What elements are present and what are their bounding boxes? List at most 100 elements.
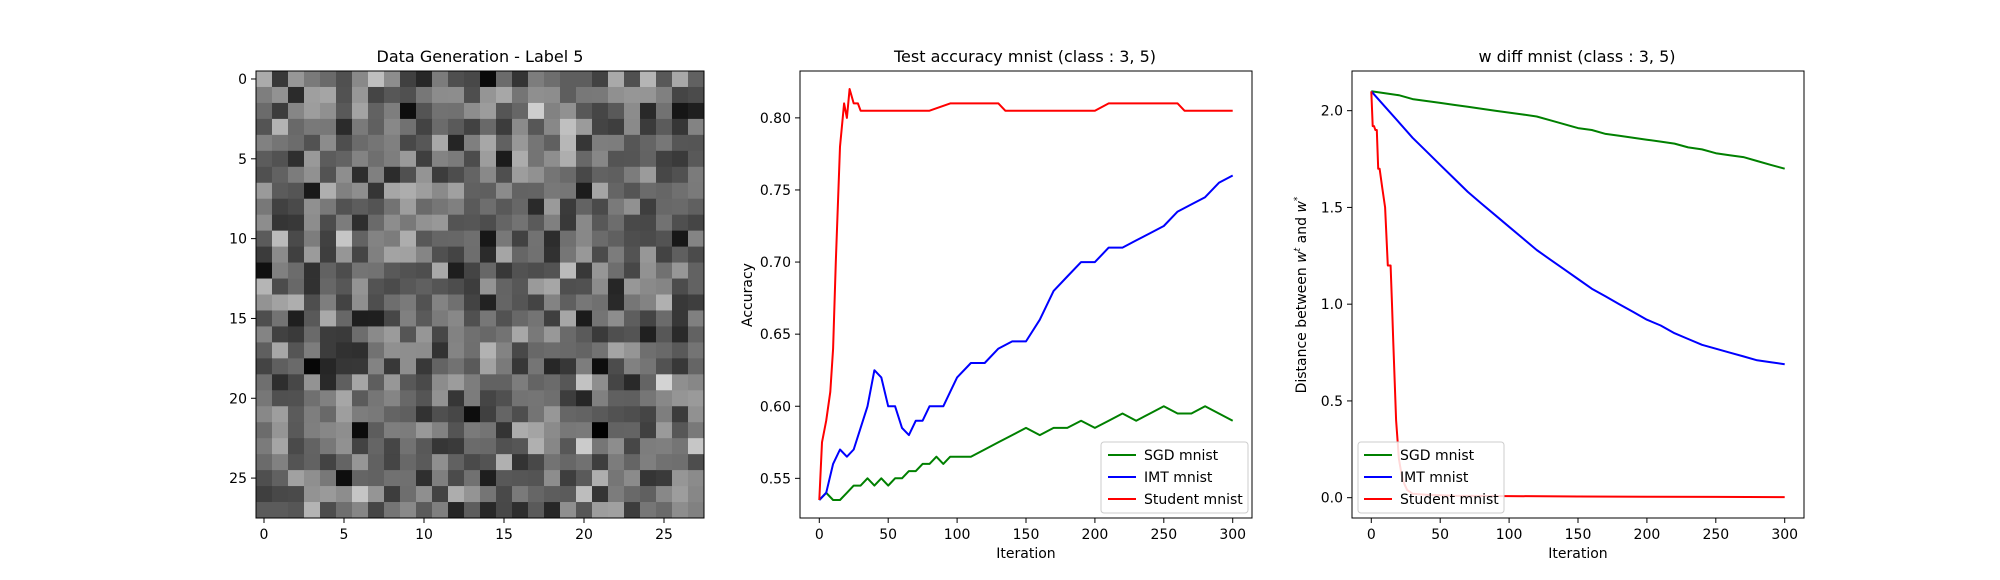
heatmap-cell — [448, 86, 465, 104]
heatmap-cell — [288, 390, 305, 407]
heatmap-cell — [352, 150, 369, 168]
accuracy-legend-box — [1100, 441, 1249, 514]
heatmap-cell — [496, 486, 513, 503]
heatmap-cell — [608, 310, 625, 327]
heatmap-cell — [320, 278, 337, 295]
wdiff-ytick-label: 1.5 — [1321, 200, 1343, 216]
heatmap-cell — [656, 214, 673, 232]
heatmap-cell — [480, 406, 497, 423]
heatmap-cell — [528, 230, 545, 247]
heatmap-cell — [288, 198, 305, 216]
heatmap-cell — [592, 294, 609, 311]
heatmap-cell — [304, 470, 321, 487]
heatmap-cell — [464, 502, 481, 519]
heatmap-cell — [496, 246, 513, 263]
heatmap-cell — [304, 454, 321, 471]
heatmap-cell — [352, 86, 369, 104]
heatmap-cell — [672, 278, 689, 295]
heatmap-cell — [496, 182, 513, 200]
heatmap-cell — [384, 294, 401, 311]
heatmap-cell — [400, 326, 417, 343]
heatmap-cell — [512, 182, 529, 200]
heatmap-cell — [640, 198, 657, 216]
heatmap-cell — [368, 502, 385, 519]
heatmap-cell — [688, 102, 705, 120]
heatmap-cell — [496, 166, 513, 184]
wdiff-xtick-label: 300 — [1771, 527, 1798, 543]
heatmap-cell — [320, 454, 337, 471]
heatmap-cell — [256, 454, 273, 471]
heatmap-cell — [368, 326, 385, 343]
heatmap-cell — [416, 310, 433, 327]
heatmap-cell — [560, 246, 577, 263]
heatmap-ytick-label: 5 — [238, 152, 247, 168]
heatmap-cell — [672, 342, 689, 359]
heatmap-cell — [256, 166, 273, 184]
heatmap-cell — [352, 486, 369, 503]
heatmap-cell — [320, 326, 337, 343]
heatmap-cell — [576, 182, 593, 200]
heatmap-cell — [656, 230, 673, 247]
heatmap-cell — [416, 86, 433, 104]
heatmap-cell — [560, 71, 577, 88]
heatmap-cell — [288, 294, 305, 311]
heatmap-cell — [576, 390, 593, 407]
heatmap-cell — [528, 454, 545, 471]
heatmap-cell — [448, 262, 465, 279]
heatmap-xtick-label: 10 — [415, 527, 433, 543]
heatmap-cell — [480, 246, 497, 263]
heatmap-cell — [336, 262, 353, 279]
heatmap-cell — [592, 390, 609, 407]
heatmap-cell — [256, 182, 273, 200]
heatmap-cell — [336, 326, 353, 343]
heatmap-cell — [448, 358, 465, 375]
heatmap-cell — [624, 486, 641, 503]
heatmap-cell — [640, 486, 657, 503]
heatmap-cell — [416, 198, 433, 216]
heatmap-cell — [448, 342, 465, 359]
heatmap-cell — [496, 422, 513, 439]
heatmap-cell — [256, 262, 273, 279]
wdiff-xtick-label: 50 — [1431, 527, 1449, 543]
heatmap-cell — [528, 422, 545, 439]
heatmap-cell — [640, 502, 657, 519]
heatmap-cell — [608, 166, 625, 184]
heatmap-cell — [592, 246, 609, 263]
heatmap-cell — [304, 294, 321, 311]
heatmap-cell — [512, 358, 529, 375]
heatmap-cell — [608, 454, 625, 471]
heatmap-cell — [464, 102, 481, 120]
accuracy-ytick-label: 0.65 — [760, 327, 791, 343]
heatmap-cell — [688, 390, 705, 407]
wdiff-ytick-label: 0.5 — [1321, 394, 1343, 410]
heatmap-cell — [272, 326, 289, 343]
heatmap-ytick-label: 10 — [229, 232, 247, 248]
heatmap-cell — [672, 86, 689, 104]
wdiff-ylabel: Distance between wt and w* — [1293, 196, 1310, 393]
heatmap-cell — [624, 182, 641, 200]
heatmap-cell — [480, 422, 497, 439]
heatmap-cell — [464, 150, 481, 168]
heatmap-cell — [544, 262, 561, 279]
heatmap-cell — [528, 486, 545, 503]
wdiff-ylabel-w1: w — [1294, 251, 1310, 263]
heatmap-cell — [448, 374, 465, 391]
heatmap-cell — [672, 198, 689, 216]
heatmap-cell — [416, 502, 433, 519]
heatmap-cell — [368, 102, 385, 120]
heatmap-cell — [304, 374, 321, 391]
accuracy-legend-label-imt: IMT mnist — [1144, 470, 1213, 486]
heatmap-cell — [656, 374, 673, 391]
heatmap-cell — [560, 182, 577, 200]
heatmap-cell — [320, 438, 337, 455]
heatmap-cell — [288, 438, 305, 455]
heatmap-cell — [464, 182, 481, 200]
heatmap-cell — [288, 502, 305, 519]
heatmap-cell — [288, 374, 305, 391]
wdiff-ticks: 0 50 100 150 200 250 300 0.0 0.5 1.0 1.5 2.0 — [1321, 104, 1798, 543]
heatmap-cell — [400, 470, 417, 487]
heatmap-cell — [688, 262, 705, 279]
heatmap-cell — [544, 166, 561, 184]
heatmap-cell — [464, 374, 481, 391]
heatmap-cell — [656, 390, 673, 407]
